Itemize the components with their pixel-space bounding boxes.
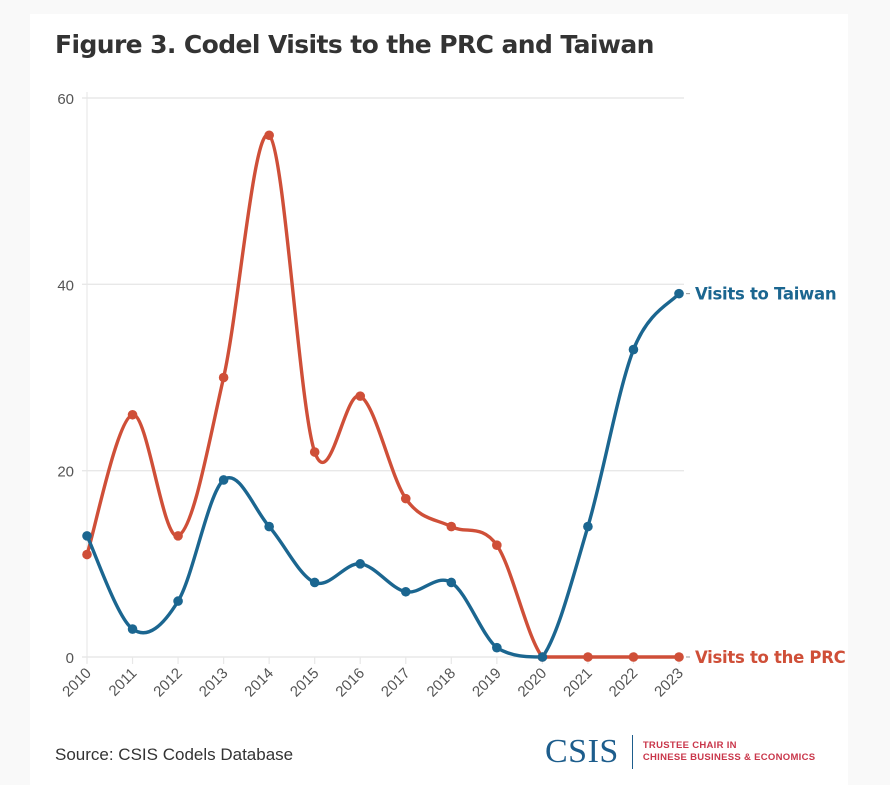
data-point-taiwan[interactable]	[537, 652, 548, 662]
x-tick-label: 2014	[241, 665, 277, 701]
data-point-taiwan[interactable]	[492, 642, 502, 653]
data-point-prc[interactable]	[309, 447, 320, 457]
y-tick-label: 60	[57, 91, 74, 108]
x-tick-label: 2013	[196, 665, 232, 701]
data-point-taiwan[interactable]	[674, 288, 684, 299]
data-point-prc[interactable]	[127, 409, 138, 420]
data-point-prc[interactable]	[400, 493, 411, 504]
x-tick-label: 2019	[469, 665, 505, 701]
series-lines	[85, 133, 681, 659]
x-tick-label: 2020	[515, 665, 551, 701]
data-point-taiwan[interactable]	[309, 577, 320, 588]
data-point-prc[interactable]	[82, 549, 92, 560]
x-tick-label: 2018	[424, 665, 460, 701]
x-tick-label: 2010	[59, 665, 95, 701]
logo-subtitle-line-2: CHINESE BUSINESS & ECONOMICS	[642, 752, 816, 763]
source-note: Source: CSIS Codels Database	[55, 745, 294, 764]
y-tick-label: 20	[57, 464, 74, 481]
data-point-taiwan[interactable]	[173, 596, 183, 606]
y-tick-label: 40	[57, 277, 74, 294]
data-point-prc[interactable]	[355, 391, 366, 401]
data-point-taiwan[interactable]	[355, 559, 366, 569]
x-tick-label: 2015	[287, 665, 323, 701]
data-point-taiwan[interactable]	[400, 586, 411, 597]
data-point-prc[interactable]	[583, 652, 593, 662]
series-labels: Visits to the PRC Visits to Taiwan	[686, 285, 846, 667]
logo-subtitle-line-1: TRUSTEE CHAIR IN	[642, 740, 737, 751]
series-label-prc: Visits to the PRC	[695, 648, 846, 667]
csis-logo: CSIS TRUSTEE CHAIR IN CHINESE BUSINESS &…	[545, 734, 815, 770]
data-point-taiwan[interactable]	[264, 521, 274, 532]
data-point-taiwan[interactable]	[127, 624, 138, 634]
y-tick-label: 0	[66, 650, 74, 667]
gridlines	[82, 97, 684, 658]
data-point-prc[interactable]	[492, 540, 502, 550]
data-point-prc[interactable]	[264, 130, 274, 141]
data-point-prc[interactable]	[674, 652, 684, 662]
data-point-taiwan[interactable]	[446, 577, 457, 588]
x-tick-label: 2011	[106, 665, 141, 700]
data-point-taiwan[interactable]	[218, 475, 229, 485]
x-tick-label: 2022	[606, 665, 642, 701]
series-label-taiwan: Visits to Taiwan	[695, 285, 836, 304]
x-axis: 2010 2011 2012 2013 2014 2015 2016 2017 2018 2019…	[59, 657, 687, 700]
chart-title: Figure 3. Codel Visits to the PRC and Ta…	[55, 30, 654, 59]
data-point-prc[interactable]	[628, 652, 639, 662]
x-tick-label: 2017	[378, 665, 414, 701]
data-point-prc[interactable]	[218, 372, 229, 383]
data-point-taiwan[interactable]	[628, 344, 639, 355]
logo-subtitle: TRUSTEE CHAIR IN CHINESE BUSINESS & ECON…	[643, 740, 816, 764]
y-axis: 0 20 40 60	[57, 91, 88, 667]
x-tick-label: 2023	[651, 665, 687, 701]
x-tick-label: 2012	[150, 665, 186, 701]
data-point-taiwan[interactable]	[82, 531, 92, 541]
x-tick-label: 2021	[560, 665, 596, 701]
data-point-prc[interactable]	[173, 531, 183, 541]
series-points	[82, 130, 684, 662]
data-point-prc[interactable]	[446, 521, 457, 532]
data-point-taiwan[interactable]	[583, 521, 593, 532]
logo-wordmark: CSIS	[545, 733, 619, 770]
x-tick-label: 2016	[332, 665, 368, 701]
logo-divider	[631, 735, 633, 769]
